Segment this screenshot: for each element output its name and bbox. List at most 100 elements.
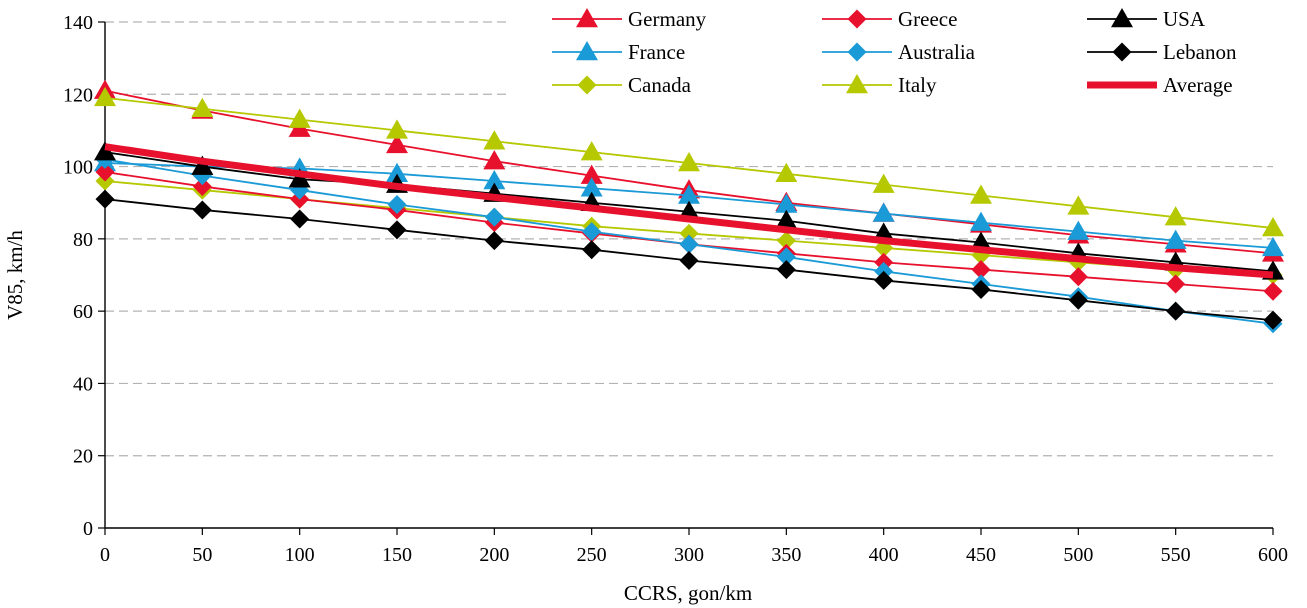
legend-item-canada: Canada xyxy=(552,73,692,97)
data-point-germany xyxy=(580,164,603,184)
data-point-italy xyxy=(94,86,116,107)
data-point-greece xyxy=(971,260,991,280)
data-point-germany xyxy=(483,150,506,170)
legend-item-average: Average xyxy=(1087,73,1233,97)
legend-marker xyxy=(1112,42,1132,62)
data-point-italy xyxy=(678,151,700,172)
data-point-france xyxy=(872,202,895,222)
legend-item-lebanon: Lebanon xyxy=(1087,40,1237,64)
data-point-italy xyxy=(483,130,506,150)
data-point-lebanon xyxy=(582,240,602,260)
legend-item-germany: Germany xyxy=(552,7,707,31)
series-italy xyxy=(94,86,1284,237)
data-point-france xyxy=(970,211,992,231)
data-point-france xyxy=(775,193,798,213)
legend-marker xyxy=(576,8,598,28)
series-line-average xyxy=(104,143,1274,279)
legend-label: Average xyxy=(1163,73,1233,97)
data-point-australia xyxy=(387,195,407,215)
data-point-lebanon xyxy=(1263,310,1283,330)
x-axis-title: CCRS, gon/km xyxy=(624,581,752,605)
data-point-italy xyxy=(970,184,992,204)
legend-item-greece: Greece xyxy=(822,7,957,31)
data-point-france xyxy=(580,177,603,197)
y-tick-label: 140 xyxy=(63,12,93,34)
x-tick-label: 250 xyxy=(577,544,607,566)
x-tick-label: 100 xyxy=(285,544,315,566)
data-point-italy xyxy=(386,119,408,139)
legend-item-australia: Australia xyxy=(822,40,976,64)
data-point-italy xyxy=(580,141,603,161)
legend-label: Lebanon xyxy=(1163,40,1237,64)
series-average xyxy=(104,143,1274,279)
axes xyxy=(98,21,1274,535)
data-point-canada xyxy=(679,223,699,243)
legend-label: USA xyxy=(1163,7,1206,31)
x-tick-label: 600 xyxy=(1258,544,1288,566)
data-point-usa xyxy=(288,168,311,188)
x-tick-label: 500 xyxy=(1063,544,1093,566)
data-point-france xyxy=(483,170,506,190)
y-tick-label: 100 xyxy=(63,157,93,179)
series-lebanon xyxy=(95,189,1283,330)
data-point-usa xyxy=(775,209,798,230)
tick-labels: 0 20 40 60 80 100 120 140 0 50 100 150 200 250 300 350 4… xyxy=(63,12,1288,566)
data-point-usa xyxy=(191,155,214,175)
x-tick-label: 200 xyxy=(479,544,509,566)
legend-item-italy: Italy xyxy=(822,73,937,97)
data-point-lebanon xyxy=(776,260,796,280)
data-point-france xyxy=(1067,220,1090,240)
legend-marker xyxy=(1111,8,1133,28)
data-point-italy xyxy=(872,173,895,193)
x-tick-label: 550 xyxy=(1161,544,1191,566)
data-point-italy xyxy=(1262,217,1284,237)
y-tick-label: 20 xyxy=(73,446,93,468)
data-point-canada xyxy=(776,231,796,251)
data-point-australia xyxy=(776,247,796,267)
data-point-lebanon xyxy=(290,209,310,229)
legend-item-france: France xyxy=(552,40,685,64)
series-australia xyxy=(95,149,1283,334)
legend-label: Australia xyxy=(898,40,976,64)
y-tick-label: 60 xyxy=(73,301,93,323)
legend-label: France xyxy=(628,40,685,64)
data-point-australia xyxy=(484,207,504,227)
data-point-australia xyxy=(679,234,699,254)
data-point-germany xyxy=(386,133,408,154)
x-tick-label: 0 xyxy=(100,544,110,566)
data-point-greece xyxy=(95,162,115,182)
legend-marker xyxy=(847,42,867,62)
x-tick-label: 450 xyxy=(966,544,996,566)
y-tick-label: 0 xyxy=(83,518,93,540)
y-tick-label: 80 xyxy=(73,229,93,251)
data-point-lebanon xyxy=(387,220,407,240)
legend-marker xyxy=(576,41,598,61)
data-point-greece xyxy=(1166,274,1186,294)
data-point-greece xyxy=(1263,281,1283,301)
data-point-lebanon xyxy=(484,231,504,251)
data-point-lebanon xyxy=(679,251,699,271)
x-tick-label: 400 xyxy=(869,544,899,566)
data-point-greece xyxy=(192,176,212,196)
data-point-lebanon xyxy=(1166,301,1186,321)
x-tick-label: 350 xyxy=(771,544,801,566)
x-tick-label: 300 xyxy=(674,544,704,566)
x-tick-label: 50 xyxy=(192,544,212,566)
legend-marker xyxy=(577,75,597,95)
data-point-greece xyxy=(1068,267,1088,287)
legend-label: Canada xyxy=(628,73,692,97)
legend-label: Germany xyxy=(628,7,707,31)
legend-marker xyxy=(847,9,867,29)
legend-item-usa: USA xyxy=(1087,7,1206,31)
data-point-lebanon xyxy=(971,279,991,299)
data-point-italy xyxy=(288,108,311,128)
data-point-australia xyxy=(582,222,602,242)
data-point-lebanon xyxy=(1068,290,1088,310)
data-point-france xyxy=(1164,229,1187,249)
legend: Germany Greece USA France Australia Lebanon Ca… xyxy=(552,7,1237,97)
legend-label: Greece xyxy=(898,7,957,31)
data-point-italy xyxy=(1164,206,1187,226)
data-point-france xyxy=(678,184,700,204)
series-group xyxy=(94,79,1284,334)
